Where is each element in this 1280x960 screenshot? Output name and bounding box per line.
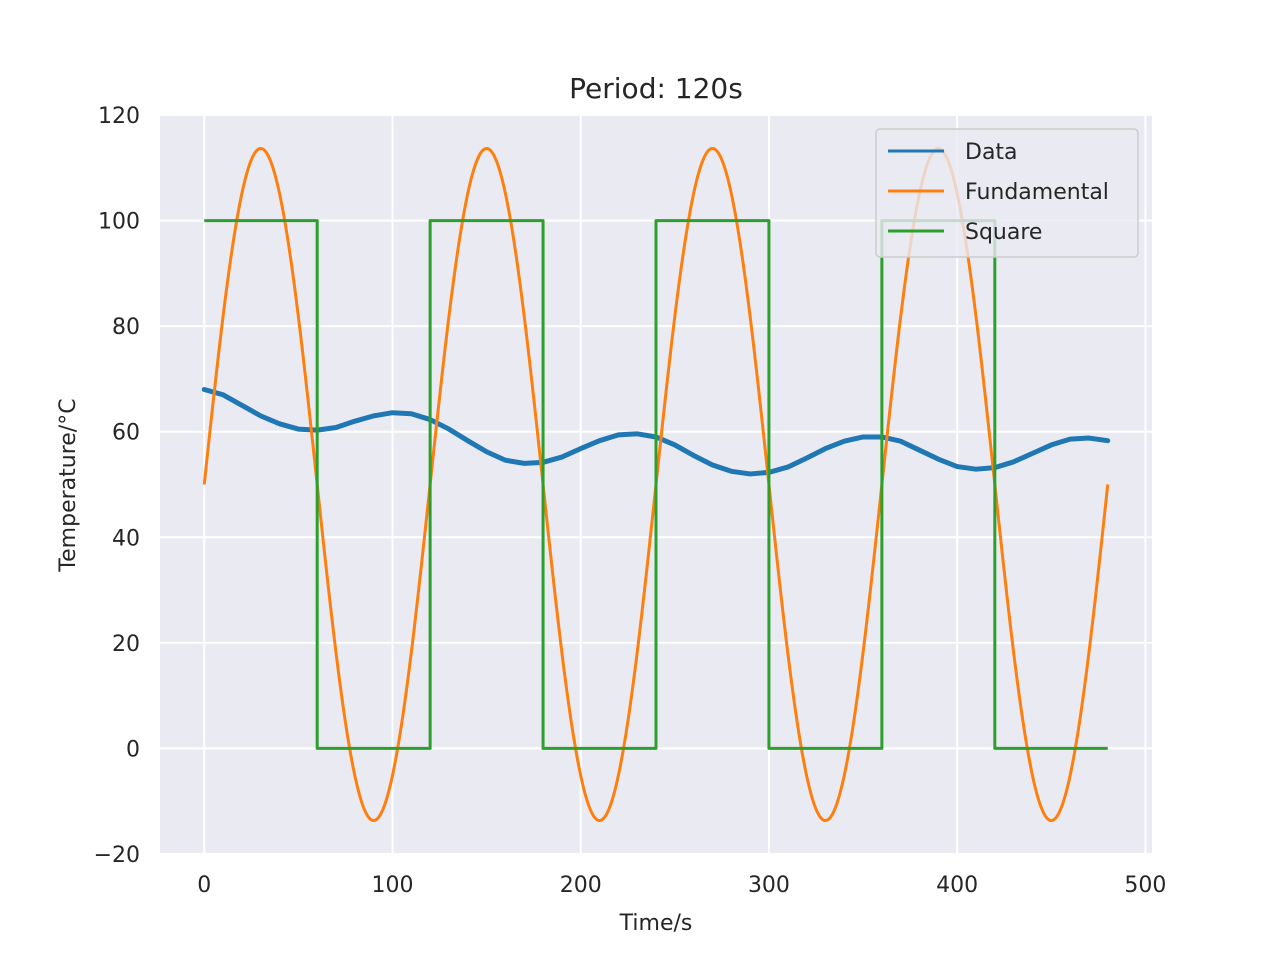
x-tick-label: 400	[936, 873, 978, 898]
y-tick-label: 20	[112, 632, 140, 657]
legend-box	[875, 128, 1139, 258]
legend-label-fundamental: Fundamental	[965, 180, 1109, 205]
y-tick-label: 60	[112, 421, 140, 446]
legend: Data Fundamental Square	[875, 128, 1139, 258]
y-tick-label: 120	[98, 104, 140, 129]
y-tick-label: −20	[94, 843, 140, 868]
y-axis-label: Temperature/°C	[56, 398, 81, 572]
x-axis-label: Time/s	[619, 911, 693, 936]
x-tick-label: 100	[371, 873, 413, 898]
x-axis-ticks: 0 100 200 300 400 500	[197, 873, 1166, 898]
y-tick-label: 80	[112, 315, 140, 340]
chart-title: Period: 120s	[569, 72, 743, 105]
y-tick-label: 0	[126, 737, 140, 762]
y-tick-label: 40	[112, 526, 140, 551]
legend-label-square: Square	[965, 220, 1042, 245]
x-tick-label: 0	[197, 873, 211, 898]
y-axis-ticks: −20 0 20 40 60 80 100 120	[94, 104, 140, 868]
x-tick-label: 200	[560, 873, 602, 898]
y-tick-label: 100	[98, 210, 140, 235]
x-tick-label: 500	[1124, 873, 1166, 898]
legend-label-data: Data	[965, 140, 1018, 165]
x-tick-label: 300	[748, 873, 790, 898]
